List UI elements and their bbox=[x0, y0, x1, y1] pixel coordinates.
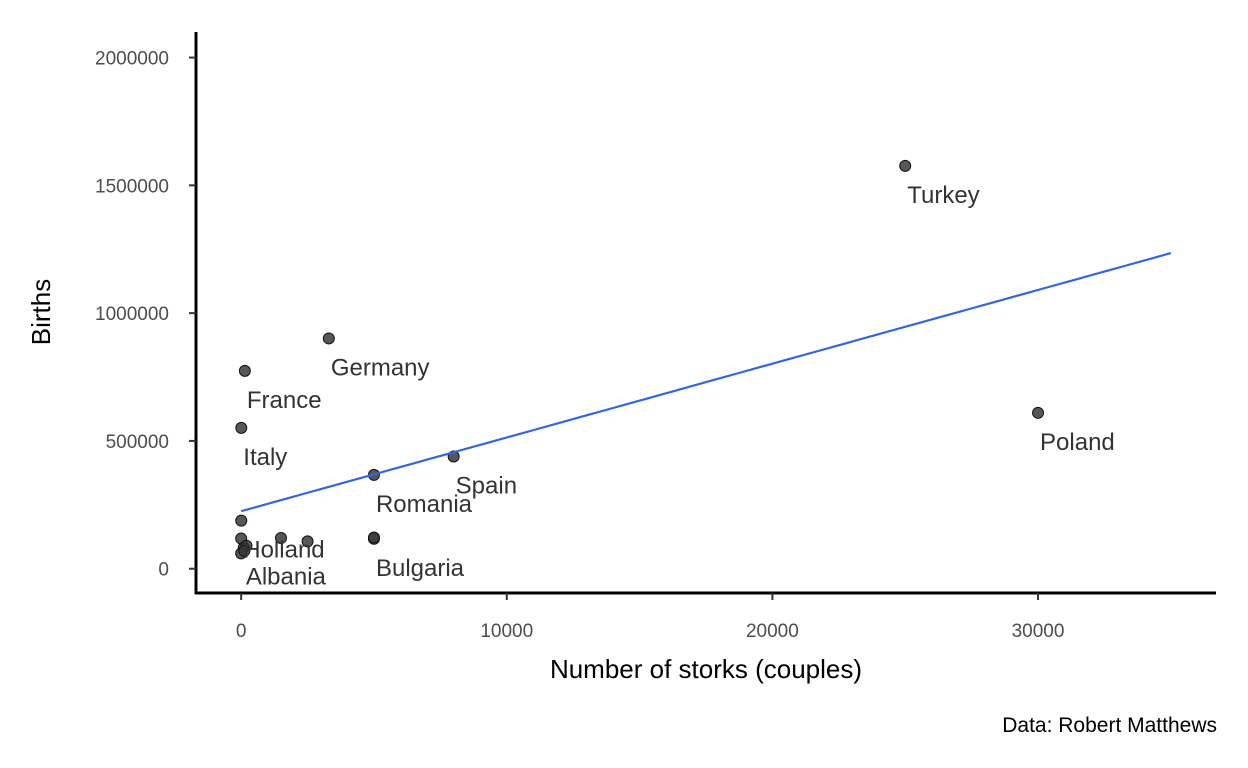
data-point bbox=[301, 535, 314, 548]
point-label: Albania bbox=[246, 564, 327, 591]
point-label: Poland bbox=[1040, 429, 1115, 456]
x-axis-title: Number of storks (couples) bbox=[550, 654, 862, 684]
point-label: Romania bbox=[376, 491, 473, 518]
point-labels-layer: Turkey Germany France Poland Italy SpainRoman… bbox=[243, 182, 1115, 591]
data-point bbox=[899, 159, 912, 172]
point-label: France bbox=[247, 387, 322, 414]
x-tick-label: 20000 bbox=[746, 621, 799, 642]
y-axis-title: Births bbox=[26, 279, 56, 345]
data-point bbox=[275, 532, 287, 545]
point-label: Italy bbox=[243, 444, 287, 471]
data-point bbox=[322, 332, 335, 345]
y-tick-label: 1500000 bbox=[95, 176, 169, 197]
trend-line bbox=[240, 252, 1172, 513]
x-tick-label: 30000 bbox=[1012, 621, 1065, 642]
data-point bbox=[1032, 406, 1045, 419]
data-point bbox=[235, 421, 248, 434]
data-point bbox=[238, 544, 251, 557]
data-point bbox=[238, 364, 251, 377]
point-label: Holland bbox=[243, 537, 324, 564]
point-label: Spain bbox=[456, 473, 517, 500]
point-label: Germany bbox=[331, 354, 430, 381]
point-label: Turkey bbox=[907, 182, 979, 209]
points-layer bbox=[235, 159, 1045, 560]
data-point bbox=[235, 514, 248, 527]
y-tick-label: 2000000 bbox=[95, 49, 169, 70]
axes bbox=[194, 32, 1216, 595]
point-label: Bulgaria bbox=[376, 555, 465, 582]
y-tick-label: 0 bbox=[158, 560, 169, 581]
x-tick-label: 10000 bbox=[480, 621, 533, 642]
y-tick-label: 1000000 bbox=[95, 304, 169, 325]
y-tick-label: 500000 bbox=[106, 432, 169, 453]
data-point bbox=[367, 531, 380, 544]
caption: Data: Robert Matthews bbox=[1002, 714, 1217, 737]
x-tick-label: 0 bbox=[236, 621, 247, 642]
ticks: 0 10000 20000 30000 0 500000 1000000 1500000 200… bbox=[95, 49, 1064, 642]
trend-line-layer bbox=[240, 252, 1172, 513]
